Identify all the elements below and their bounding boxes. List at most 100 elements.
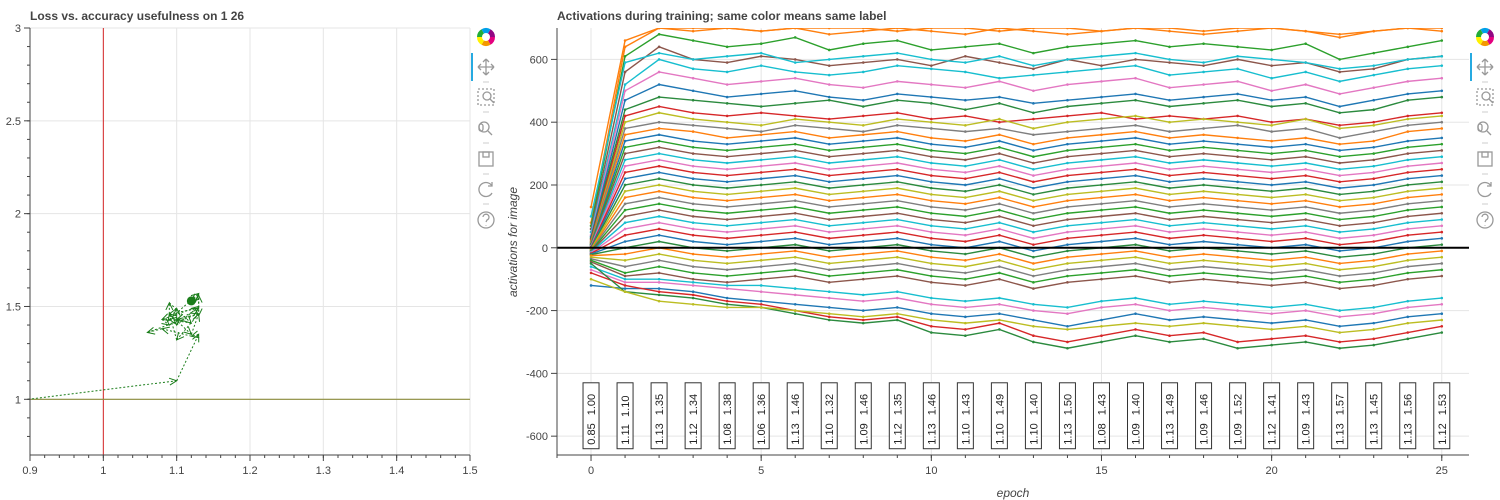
activation-point bbox=[1372, 221, 1376, 224]
activation-point bbox=[657, 95, 661, 99]
activation-point bbox=[1338, 155, 1341, 159]
activation-point bbox=[1032, 111, 1035, 115]
activation-point bbox=[1236, 167, 1239, 171]
activation-point bbox=[998, 177, 1001, 181]
activation-point bbox=[793, 287, 797, 290]
activation-point bbox=[827, 306, 831, 309]
activation-point bbox=[1066, 255, 1069, 259]
activation-point bbox=[793, 36, 797, 39]
annotation-box: 1.12 1.35 bbox=[888, 382, 906, 450]
activation-line bbox=[590, 171, 1442, 249]
activation-point bbox=[759, 177, 763, 181]
activation-point bbox=[1440, 111, 1444, 115]
activation-point bbox=[1168, 268, 1171, 272]
activation-point bbox=[895, 249, 899, 253]
trajectory-segment bbox=[161, 306, 199, 320]
activation-point bbox=[1236, 249, 1239, 253]
activation-point bbox=[725, 281, 729, 284]
activation-point bbox=[725, 61, 729, 64]
activation-point bbox=[998, 271, 1001, 275]
annotation-accuracy: 1.10 bbox=[620, 396, 632, 417]
activation-point bbox=[1168, 120, 1171, 124]
activation-point bbox=[1338, 124, 1341, 127]
activation-point bbox=[759, 42, 763, 45]
activation-point bbox=[827, 142, 831, 146]
activation-point bbox=[725, 54, 729, 58]
help-circle bbox=[1476, 211, 1494, 229]
activation-point bbox=[1066, 346, 1069, 350]
activation-point bbox=[1440, 296, 1444, 300]
annotation-box: 1.10 1.40 bbox=[1024, 382, 1042, 450]
annotation-box: 1.09 1.43 bbox=[1297, 382, 1315, 450]
activation-point bbox=[1032, 309, 1035, 312]
activation-point bbox=[1134, 193, 1137, 196]
activation-point bbox=[759, 259, 763, 262]
activation-point bbox=[827, 274, 831, 278]
activation-point bbox=[1134, 130, 1137, 133]
activation-line bbox=[590, 105, 1442, 241]
activation-point bbox=[1304, 262, 1307, 265]
activation-point bbox=[827, 83, 831, 86]
activation-point bbox=[657, 32, 661, 36]
annotation-box: 1.10 1.43 bbox=[956, 382, 974, 450]
activation-point bbox=[1372, 98, 1376, 102]
activation-point bbox=[1032, 102, 1035, 105]
activation-point bbox=[930, 230, 933, 234]
annotation-label: 1.13 1.46 bbox=[926, 394, 938, 445]
activation-point bbox=[1134, 51, 1137, 55]
activation-point bbox=[861, 277, 865, 281]
annotation-box: 1.06 1.36 bbox=[752, 382, 770, 450]
activation-point bbox=[930, 29, 933, 33]
activation-point bbox=[1338, 324, 1341, 328]
activation-point bbox=[1440, 76, 1444, 80]
annotation-frame bbox=[1263, 382, 1281, 450]
activation-line bbox=[590, 96, 1442, 239]
activation-point bbox=[1236, 302, 1239, 306]
activation-point bbox=[895, 262, 899, 265]
activation-point bbox=[1236, 174, 1239, 177]
activation-point bbox=[1338, 315, 1341, 319]
activation-point bbox=[1168, 58, 1171, 61]
activation-point bbox=[793, 302, 797, 306]
activation-point bbox=[930, 186, 933, 190]
annotation-loss: 1.10 bbox=[1028, 423, 1040, 444]
activation-line bbox=[590, 140, 1442, 245]
activation-point bbox=[1100, 67, 1103, 71]
annotation-accuracy: 1.38 bbox=[722, 394, 734, 415]
activation-point bbox=[827, 315, 831, 319]
activation-point bbox=[964, 139, 967, 143]
annotation-accuracy: 1.46 bbox=[858, 394, 870, 415]
activation-point bbox=[793, 268, 797, 272]
activation-point bbox=[1100, 259, 1103, 262]
activation-point bbox=[589, 215, 593, 218]
y-tick-label: -400 bbox=[526, 368, 548, 380]
activation-point bbox=[1440, 54, 1444, 58]
activation-point bbox=[759, 208, 763, 212]
activation-point bbox=[1270, 202, 1273, 206]
activation-point bbox=[759, 240, 763, 243]
activation-point bbox=[1066, 98, 1069, 102]
activation-point bbox=[725, 284, 729, 287]
annotation-loss: 1.13 bbox=[1062, 423, 1074, 444]
activation-point bbox=[691, 196, 695, 199]
activation-point bbox=[1032, 142, 1035, 146]
annotation-accuracy: 1.52 bbox=[1233, 394, 1245, 415]
activation-point bbox=[1440, 180, 1444, 184]
activation-point bbox=[895, 255, 899, 259]
activation-point bbox=[759, 306, 763, 309]
activation-point bbox=[725, 211, 729, 215]
activation-point bbox=[930, 58, 933, 61]
activation-point bbox=[1168, 224, 1171, 228]
activation-point bbox=[930, 95, 933, 99]
activation-point bbox=[623, 146, 627, 149]
activation-point bbox=[1440, 193, 1444, 196]
activation-point bbox=[895, 205, 899, 209]
activation-point bbox=[1066, 230, 1069, 234]
activation-point bbox=[759, 133, 763, 137]
activation-point bbox=[1202, 208, 1205, 212]
x-tick-label: 1 bbox=[100, 465, 106, 477]
activation-point bbox=[1202, 152, 1205, 155]
activation-point bbox=[1202, 277, 1205, 281]
pan-glyph bbox=[477, 58, 495, 76]
annotation-accuracy: 1.53 bbox=[1437, 394, 1449, 415]
